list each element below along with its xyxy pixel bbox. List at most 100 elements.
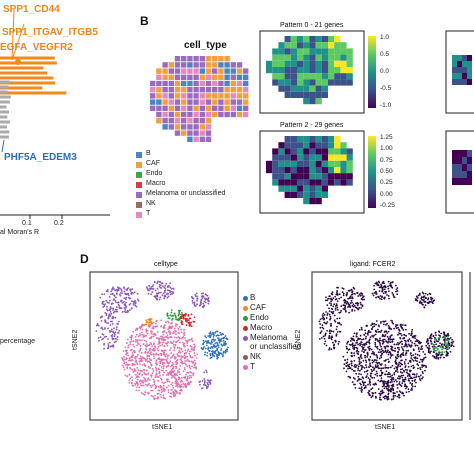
tsne-point	[326, 304, 329, 307]
tissue-spot	[150, 93, 156, 99]
tsne-point	[110, 328, 113, 331]
tsne-point	[382, 323, 385, 326]
tsne-point	[182, 344, 185, 347]
tsne-point	[391, 292, 394, 294]
tsne-point	[410, 334, 413, 337]
tsne-point	[402, 379, 405, 382]
tsne-point	[109, 324, 112, 326]
tsne-point	[130, 359, 133, 362]
tsne-point	[125, 305, 128, 308]
tsne-point	[418, 350, 421, 353]
heatmap-cell	[278, 160, 285, 167]
tsne-point	[380, 329, 383, 332]
tsne-point	[157, 376, 160, 379]
tsne-point	[166, 362, 169, 364]
tsne-point	[413, 342, 416, 345]
tsne-point	[170, 372, 173, 375]
tsne-point	[332, 305, 335, 308]
heatmap-cell	[467, 150, 472, 157]
tsne-point	[179, 365, 182, 367]
tsne-point	[172, 331, 175, 333]
tsne-point	[335, 293, 338, 295]
tsne-point	[164, 289, 167, 292]
tsne-point	[396, 293, 399, 296]
tsne-legend-dot-t	[243, 365, 248, 370]
tsne-point	[174, 315, 177, 318]
tsne-point	[212, 354, 215, 357]
tsne-point	[373, 291, 376, 294]
tsne-point	[386, 345, 389, 348]
tsne-point	[427, 349, 430, 352]
tsne-point	[158, 370, 161, 373]
tsne-point	[184, 356, 187, 359]
heatmap-cell	[334, 67, 341, 74]
tsne-point	[166, 378, 169, 381]
tsne-point	[109, 306, 112, 308]
tsne-point	[158, 285, 161, 288]
tsne-point	[156, 325, 158, 327]
tsne-point	[186, 320, 188, 322]
tsne-point	[350, 352, 353, 355]
tsne-point	[411, 379, 414, 382]
tsne-point	[112, 307, 114, 310]
heatmap-cell	[315, 73, 322, 80]
tsne-point	[189, 354, 192, 357]
tsne-point	[152, 347, 155, 350]
tsne-point	[417, 364, 420, 367]
tsne-point	[107, 338, 109, 341]
tsne-point	[360, 386, 363, 389]
tsne-point	[325, 317, 328, 319]
tsne-point	[328, 313, 331, 316]
tsne-point	[174, 356, 177, 359]
heatmap-cell	[290, 191, 297, 198]
tsne-point	[123, 310, 126, 313]
heatmap-cell	[315, 148, 322, 155]
tsne-point	[157, 346, 160, 348]
tsne-point	[128, 309, 131, 312]
tsne-point	[144, 323, 146, 326]
tsne-point	[389, 381, 392, 384]
tsne-point	[170, 369, 173, 371]
tissue-spot	[174, 62, 181, 68]
tsne-point	[335, 333, 338, 336]
tsne-point	[130, 335, 133, 338]
tsne-point	[412, 364, 414, 367]
tsne-point	[154, 333, 157, 336]
tsne-point	[172, 354, 174, 357]
tsne-point	[400, 363, 403, 366]
tsne-point	[358, 373, 360, 375]
tsne-point	[387, 280, 390, 283]
heatmap-cell	[303, 167, 310, 174]
tsne-point	[151, 389, 154, 392]
tsne-point	[384, 397, 386, 400]
heatmap-cell	[290, 154, 297, 161]
tsne-point	[414, 334, 417, 337]
heatmap-cell	[452, 150, 457, 157]
tsne-point	[150, 332, 153, 335]
heatmap-cell	[272, 160, 279, 167]
tsne-point	[407, 343, 410, 346]
tsne-point	[148, 349, 151, 352]
tsne-point	[323, 342, 326, 345]
tsne-point	[402, 349, 405, 352]
tsne-point	[427, 351, 430, 354]
tsne-point	[134, 299, 136, 302]
tissue-spot	[187, 111, 193, 118]
tsne-point	[323, 318, 326, 320]
tsne-point	[400, 374, 403, 377]
tsne-point	[165, 386, 168, 389]
tsne-point	[195, 357, 198, 359]
tsne-point	[148, 289, 150, 292]
tsne-point	[364, 384, 367, 387]
tsne-point	[452, 345, 455, 348]
tsne-point	[433, 347, 436, 349]
tsne-point	[100, 320, 103, 322]
tsne-point	[396, 290, 399, 292]
tsne-point	[398, 377, 401, 380]
tsne-point	[121, 356, 124, 359]
tsne-point	[103, 336, 106, 338]
heatmap-cell	[321, 36, 328, 43]
tsne-point	[184, 383, 187, 385]
tsne-point	[109, 345, 112, 348]
tsne-point	[391, 387, 394, 389]
